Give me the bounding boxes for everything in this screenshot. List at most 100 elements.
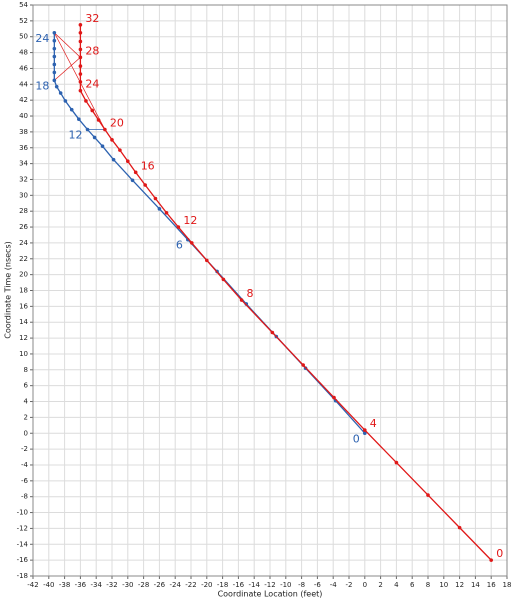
point [52,54,57,59]
y-tick-label: 0 [24,429,28,437]
x-tick-label: -18 [217,581,228,589]
point [90,108,95,113]
point-label: 4 [370,417,377,430]
y-tick-label: -8 [21,493,28,501]
x-tick-label: -34 [90,581,102,589]
x-tick-label: -4 [330,581,338,589]
point [78,23,83,27]
y-tick-label: 24 [19,239,28,247]
point [52,30,57,35]
point [69,107,74,112]
y-axis-title: Coordinate Time (nsecs) [4,241,13,339]
y-tick-label: 42 [19,96,28,104]
y-tick-label: 32 [19,175,28,183]
y-tick-label: 10 [19,350,28,358]
x-tick-label: -16 [233,581,245,589]
point [221,277,226,282]
y-tick-label: -2 [21,445,28,453]
point-label: 16 [141,159,155,172]
x-tick-label: -20 [201,581,212,589]
point [78,55,83,60]
point-label: 18 [35,79,49,92]
y-tick-label: 36 [19,144,28,152]
point [489,558,494,562]
x-tick-label: 18 [503,581,512,589]
x-tick-label: -32 [106,581,117,589]
y-tick-label: 2 [24,413,28,421]
point-label: 6 [176,239,183,252]
y-tick-label: 38 [19,128,28,136]
y-tick-label: -10 [17,509,28,517]
x-tick-label: -10 [280,581,291,589]
x-tick-label: 16 [487,581,496,589]
y-tick-label: 20 [19,271,28,279]
point [164,210,169,215]
point-label: 0 [353,432,360,445]
y-tick-label: -18 [17,572,28,580]
point [96,118,101,122]
x-tick-label: -38 [59,581,70,589]
point [78,39,83,44]
point [78,88,83,93]
x-tick-label: -22 [185,581,196,589]
point [270,330,275,335]
point [85,127,90,132]
y-tick-label: 16 [19,302,28,310]
y-tick-label: 46 [19,64,28,72]
point [78,47,83,52]
y-tick-label: 8 [24,366,28,374]
x-tick-label: -28 [138,581,149,589]
y-tick-label: -4 [21,461,29,469]
point-label: 28 [85,44,99,57]
y-tick-label: 52 [19,17,28,25]
x-tick-label: 2 [378,581,382,589]
y-tick-label: -16 [17,556,29,564]
point [52,62,57,67]
y-tick-label: 54 [19,1,28,9]
point [84,99,88,103]
point [118,148,122,152]
y-tick-label: 34 [19,160,28,168]
point [77,117,81,121]
connector-line [54,57,81,81]
point [78,30,83,35]
point [78,72,83,76]
point [426,493,430,497]
point [110,138,114,142]
x-tick-label: 14 [471,581,480,589]
y-tick-label: -6 [21,477,29,485]
point [205,258,209,263]
point [52,78,57,83]
point [176,225,181,229]
point [78,80,83,84]
point-label: 20 [110,117,124,130]
y-tick-label: 28 [19,207,28,215]
point-label: 24 [85,78,99,91]
x-tick-label: 8 [426,581,430,589]
point [52,46,57,51]
x-tick-label: 0 [363,581,367,589]
x-tick-label: -24 [169,581,181,589]
y-tick-label: 44 [19,80,28,88]
point [153,196,158,201]
point [363,431,367,436]
point [363,428,367,432]
point-label: 32 [85,12,99,25]
y-tick-label: 50 [19,33,28,41]
point-label: 24 [35,32,49,45]
point [239,298,244,302]
x-tick-label: -2 [346,581,353,589]
point [54,84,59,89]
x-tick-label: -12 [264,581,275,589]
point [189,241,194,245]
y-tick-label: 26 [19,223,28,231]
point [143,183,147,187]
point [58,91,63,95]
y-tick-label: 14 [19,318,28,326]
x-axis-title: Coordinate Location (feet) [218,590,323,599]
point [301,363,305,367]
x-tick-label: 4 [394,581,399,589]
point [103,127,107,132]
point [332,395,336,400]
